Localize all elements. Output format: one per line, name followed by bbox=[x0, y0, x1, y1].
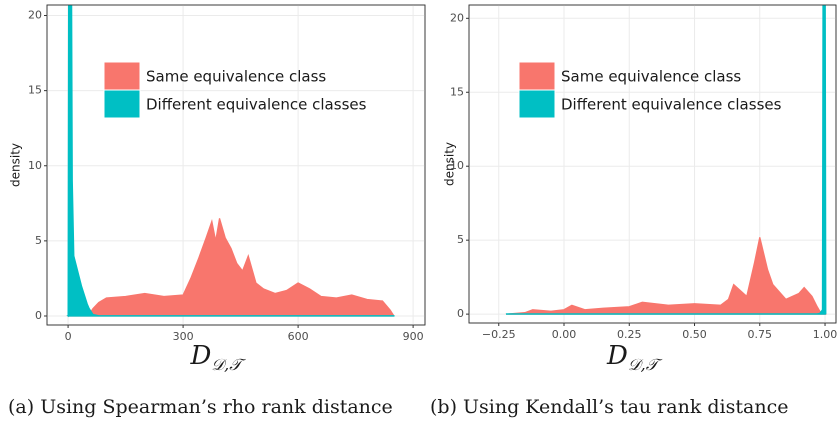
caption: (b) Using Kendall’s tau rank distance bbox=[430, 396, 788, 418]
plot-border bbox=[468, 4, 837, 324]
y-tick-label: 20 bbox=[450, 11, 464, 24]
y-tick-label: 10 bbox=[450, 159, 464, 172]
x-tick-label: 600 bbox=[288, 330, 309, 343]
y-tick-label: 5 bbox=[35, 234, 42, 247]
y-tick-label: 20 bbox=[28, 9, 42, 22]
legend-key bbox=[103, 89, 141, 119]
y-tick-label: 5 bbox=[457, 233, 464, 246]
plot-panel bbox=[468, 4, 837, 324]
x-tick-label: 0 bbox=[65, 330, 72, 343]
x-axis-label: D𝒟,𝒯 bbox=[190, 341, 247, 374]
legend-key bbox=[518, 61, 556, 91]
chart: 0 5 10 15 20 0 300 600 900 Same equivalence class… bbox=[8, 4, 426, 418]
x-tick-label: 300 bbox=[173, 330, 194, 343]
density-area bbox=[66, 5, 395, 318]
x-tick-label: −0.25 bbox=[482, 328, 516, 341]
x-axis-label-main: D bbox=[606, 341, 628, 371]
x-tick-label: 0.50 bbox=[682, 328, 707, 341]
x-axis-label-sub: 𝒟,𝒯 bbox=[628, 355, 663, 374]
x-axis-label-sub: 𝒟,𝒯 bbox=[211, 355, 246, 374]
x-tick-label: 900 bbox=[403, 330, 424, 343]
y-axis-label: density bbox=[443, 142, 457, 186]
density-area bbox=[505, 5, 827, 315]
y-tick-label: 0 bbox=[457, 307, 464, 320]
caption: (a) Using Spearman’s rho rank distance bbox=[8, 396, 393, 418]
legend-label: Same equivalence class bbox=[561, 68, 741, 86]
x-tick-label: 0.75 bbox=[748, 328, 773, 341]
x-tick-label: 0.00 bbox=[552, 328, 577, 341]
x-axis-label-main: D bbox=[190, 341, 212, 371]
legend-label: Different equivalence classes bbox=[146, 96, 367, 114]
y-tick-label: 10 bbox=[28, 159, 42, 172]
legend-key bbox=[518, 89, 556, 119]
y-tick-label: 0 bbox=[35, 309, 42, 322]
y-axis-label: density bbox=[9, 143, 23, 187]
plot-border bbox=[46, 4, 426, 326]
legend-label: Same equivalence class bbox=[146, 68, 326, 86]
x-tick-label: 1.00 bbox=[813, 328, 838, 341]
legend-key bbox=[103, 61, 141, 91]
y-tick-label: 15 bbox=[450, 85, 464, 98]
x-axis-label: D𝒟,𝒯 bbox=[606, 341, 663, 374]
chart: 0 5 10 15 20 −0.25 0.00 0.25 0.50 0.75 1.00 Same eq… bbox=[430, 4, 838, 418]
y-tick-label: 15 bbox=[28, 84, 42, 97]
legend-label: Different equivalence classes bbox=[561, 96, 782, 114]
x-tick-label: 0.25 bbox=[617, 328, 642, 341]
